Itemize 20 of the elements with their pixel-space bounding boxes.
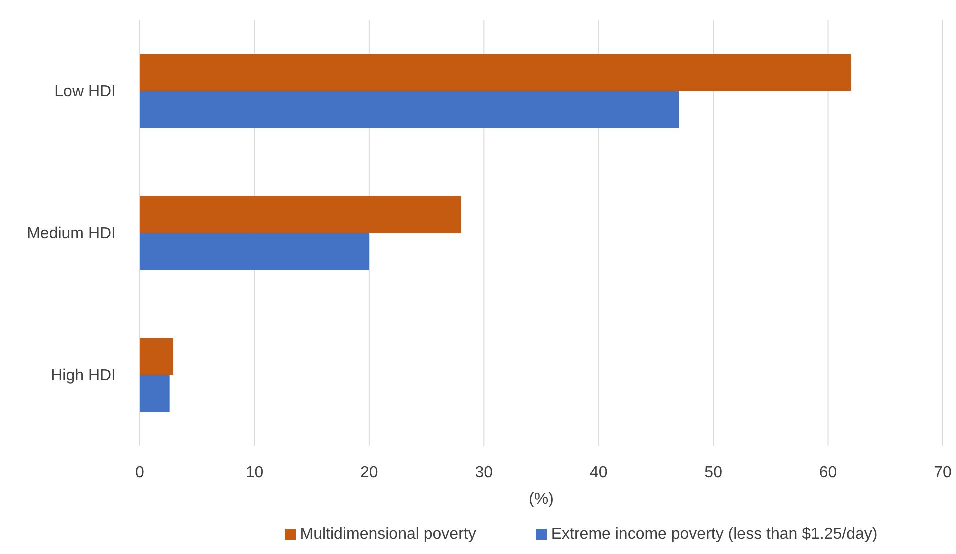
x-tick-label: 70 (934, 464, 952, 482)
x-tick-label: 40 (590, 464, 608, 482)
bar (140, 375, 170, 412)
legend-label: Extreme income poverty (less than $1.25/day) (551, 526, 878, 543)
x-tick-label: 0 (136, 464, 145, 482)
legend-label: Multidimensional poverty (300, 526, 476, 543)
y-tick-label: Low HDI (54, 84, 116, 101)
y-tick-label: High HDI (51, 368, 116, 385)
x-tick-label: 30 (475, 464, 494, 482)
x-tick-label: 10 (246, 464, 264, 482)
x-tick-label: 50 (704, 464, 723, 482)
bar (140, 54, 852, 92)
bar (140, 338, 174, 376)
bar (140, 233, 370, 270)
x-tick-label: 60 (819, 464, 838, 482)
bar (140, 91, 680, 128)
x-axis-title: (%) (529, 491, 554, 508)
y-tick-label: Medium HDI (27, 226, 116, 243)
x-tick-label: 20 (360, 464, 378, 482)
bar (140, 196, 462, 234)
